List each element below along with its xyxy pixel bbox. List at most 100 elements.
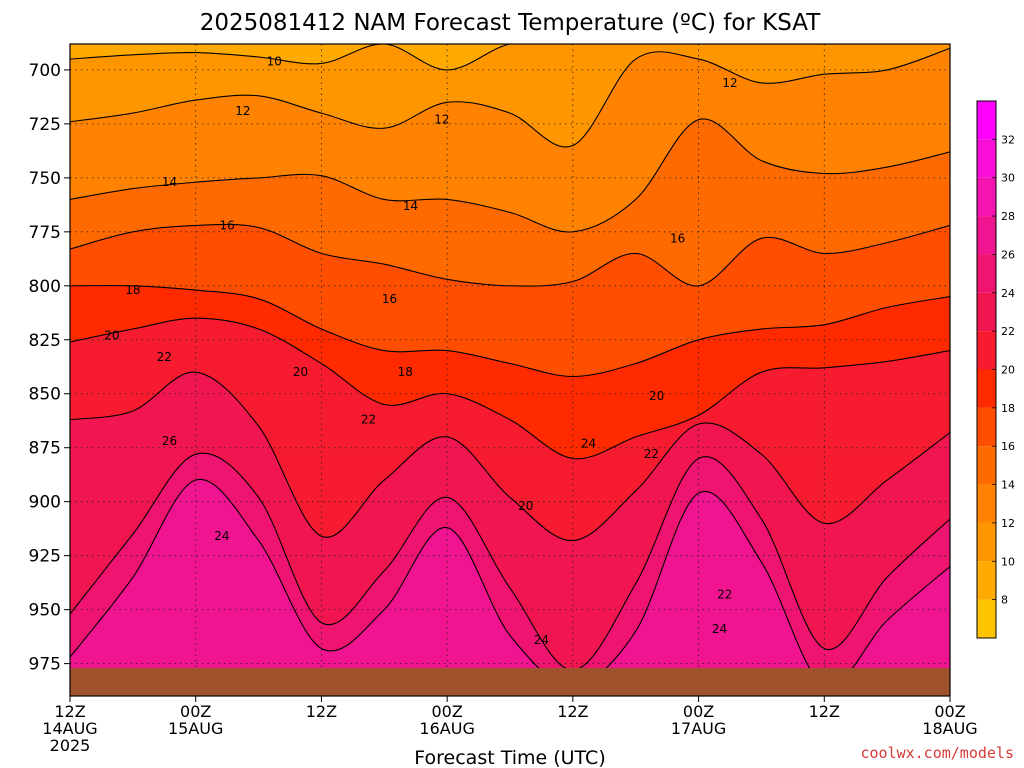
contour-label-18: 18 [398, 365, 413, 379]
x-tick-label: 12Z [809, 702, 840, 721]
y-tick-label: 975 [29, 655, 61, 675]
colorbar-label: 26 [1001, 248, 1015, 261]
colorbar-label: 14 [1001, 479, 1015, 492]
y-tick-label: 825 [29, 331, 61, 351]
plot-frame [69, 43, 951, 697]
isotherm-26 [70, 478, 950, 687]
contour-label-16: 16 [220, 218, 235, 232]
ground-surface-fill [70, 667, 950, 696]
y-tick-label: 800 [29, 277, 61, 297]
colorbar-swatch [977, 101, 996, 140]
colorbar-swatch [977, 292, 996, 332]
x-tick-label: 17AUG [671, 719, 726, 738]
contour-label-14: 14 [403, 199, 418, 213]
contour-label-26: 26 [162, 434, 177, 448]
contour-label-14: 14 [162, 175, 177, 189]
chart-title: 2025081412 NAM Forecast Temperature (ºC)… [200, 10, 822, 36]
colorbar-swatch [977, 522, 996, 562]
isotherm-16 [70, 223, 950, 287]
contour-label-24: 24 [534, 633, 549, 647]
x-tick-label: 12Z [54, 702, 85, 721]
contour-label-12: 12 [434, 113, 449, 127]
colorbar-label: 20 [1001, 364, 1015, 377]
contour-label-22: 22 [717, 588, 732, 602]
grid-lines [70, 44, 950, 696]
colorbar-label: 32 [1001, 133, 1015, 146]
band-above-26 [70, 479, 950, 696]
isotherm-24 [70, 452, 950, 671]
colorbar-label: 24 [1001, 287, 1015, 300]
credit-text: coolwx.com/models [860, 744, 1014, 762]
contour-labels: 10 12 12 12 14 14 16 16 16 18 18 20 20 20 20 22 22 22 22 24… [104, 54, 737, 647]
colorbar-label: 30 [1001, 172, 1015, 185]
colorbar-swatch [977, 484, 996, 523]
colorbar-label: 22 [1001, 325, 1015, 338]
y-tick-label: 900 [29, 493, 61, 513]
isotherm-10 [70, 44, 950, 71]
contour-label-16: 16 [382, 292, 397, 306]
colorbar-label: 16 [1001, 440, 1015, 453]
colorbar-label: 12 [1001, 517, 1015, 530]
ground-surface [70, 667, 950, 696]
x-tick-label: 15AUG [168, 719, 223, 738]
x-axis-title: Forecast Time (UTC) [414, 747, 605, 768]
temperature-fill [70, 44, 950, 696]
y-tick-label: 875 [29, 439, 61, 459]
colorbar-swatch [977, 369, 996, 408]
contour-label-18: 18 [125, 283, 140, 297]
x-tick-label: 00Z [683, 702, 714, 721]
contour-label-16: 16 [670, 231, 685, 245]
contour-label-24: 24 [214, 529, 229, 543]
x-tick-label: 00Z [934, 702, 965, 721]
isotherm-22 [70, 371, 950, 542]
contour-label-20: 20 [293, 365, 308, 379]
colorbar-swatch [977, 216, 996, 255]
contour-label-22: 22 [361, 413, 376, 427]
colorbar-swatch [977, 446, 996, 485]
isotherm-18 [70, 284, 950, 378]
contour-label-12: 12 [235, 104, 250, 118]
colorbar-swatch [977, 254, 996, 293]
contour-label-20: 20 [518, 499, 533, 513]
y-tick-label: 850 [29, 385, 61, 405]
x-tick-label: 16AUG [419, 719, 474, 738]
contour-label-20: 20 [104, 328, 119, 342]
x-tick-label: 18AUG [922, 719, 977, 738]
colorbar-swatch [977, 139, 996, 178]
colorbar-swatch [977, 561, 996, 600]
contour-label-10: 10 [267, 54, 282, 68]
isotherm-contours [70, 44, 950, 687]
colorbar-swatch [977, 331, 996, 370]
colorbar-swatch [977, 177, 996, 217]
contour-label-22: 22 [644, 447, 659, 461]
x-tick-label: 12Z [306, 702, 337, 721]
x-tick-label: 2025 [50, 736, 91, 755]
colorbar-label: 18 [1001, 402, 1015, 415]
x-tick-label: 12Z [557, 702, 588, 721]
colorbar-label: 10 [1001, 555, 1015, 568]
y-axis: 700 725 750 775 800 825 850 875 900 925 950 975 [29, 61, 70, 675]
y-tick-label: 700 [29, 61, 61, 81]
contour-label-24: 24 [581, 436, 596, 450]
colorbar-swatch [977, 407, 996, 447]
y-tick-label: 950 [29, 601, 61, 621]
x-tick-label: 00Z [431, 702, 462, 721]
y-tick-label: 725 [29, 115, 61, 135]
isotherm-20 [70, 317, 950, 460]
colorbar: 8 10 12 14 16 18 20 22 24 26 28 30 32 [976, 100, 1015, 639]
y-tick-label: 775 [29, 223, 61, 243]
contour-label-20: 20 [649, 389, 664, 403]
x-tick-label: 00Z [180, 702, 211, 721]
colorbar-label: 28 [1001, 210, 1015, 223]
y-tick-label: 925 [29, 547, 61, 567]
contour-label-24: 24 [712, 622, 727, 636]
plot-area: 10 12 12 12 14 14 16 16 16 18 18 20 20 20 20 22 22 22 22 24… [69, 43, 951, 697]
isotherm-14 [70, 118, 950, 233]
colorbar-label: 8 [1001, 594, 1008, 607]
isotherm-12 [70, 47, 950, 148]
x-tick-label: 14AUG [42, 719, 97, 738]
contour-label-12: 12 [722, 76, 737, 90]
contour-label-22: 22 [157, 350, 172, 364]
